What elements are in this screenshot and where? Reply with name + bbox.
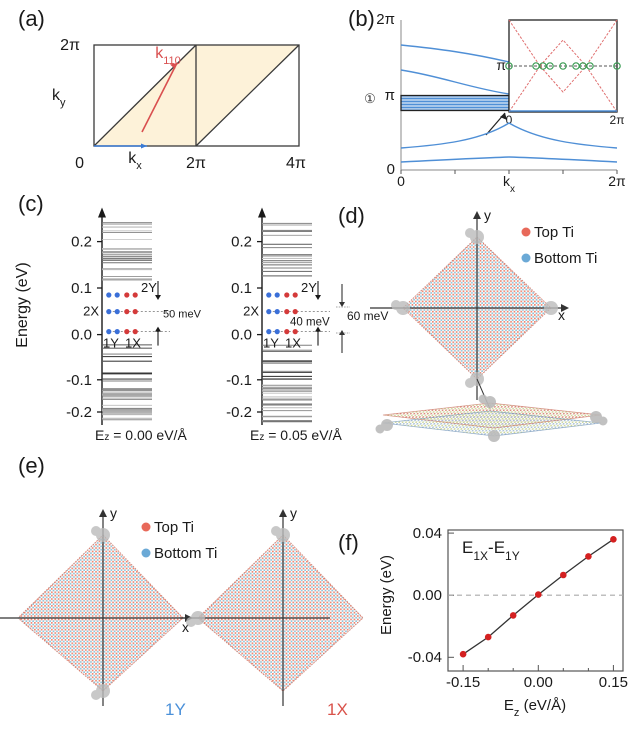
svg-text:2X: 2X bbox=[83, 304, 99, 319]
svg-text:-0.2: -0.2 bbox=[66, 404, 92, 421]
svg-text:0: 0 bbox=[75, 155, 84, 172]
svg-text:0.00: 0.00 bbox=[413, 587, 442, 604]
svg-text:0.2: 0.2 bbox=[71, 234, 92, 251]
svg-text:π: π bbox=[496, 57, 506, 73]
svg-text:-0.04: -0.04 bbox=[408, 649, 442, 666]
svg-text:Bottom Ti: Bottom Ti bbox=[534, 250, 597, 267]
svg-text:2Y: 2Y bbox=[141, 280, 157, 295]
svg-text:y: y bbox=[290, 505, 297, 521]
svg-text:0.15: 0.15 bbox=[599, 674, 628, 691]
svg-text:kx: kx bbox=[128, 150, 142, 172]
svg-text:1Y: 1Y bbox=[103, 336, 119, 351]
svg-text:-0.1: -0.1 bbox=[66, 372, 92, 389]
svg-text:2π: 2π bbox=[610, 113, 625, 127]
svg-text:2π: 2π bbox=[186, 155, 206, 172]
svg-text:y: y bbox=[484, 207, 491, 223]
svg-text:x: x bbox=[558, 307, 565, 323]
svg-text:1Y: 1Y bbox=[263, 336, 279, 351]
svg-text:y: y bbox=[110, 505, 117, 521]
svg-text:Top Ti: Top Ti bbox=[534, 224, 574, 241]
svg-text:2π: 2π bbox=[376, 11, 395, 28]
svg-text:0.2: 0.2 bbox=[231, 234, 252, 251]
svg-text:0.04: 0.04 bbox=[413, 525, 442, 542]
svg-text:1Y: 1Y bbox=[165, 700, 186, 719]
svg-text:π: π bbox=[385, 87, 395, 104]
svg-text:1X: 1X bbox=[125, 336, 141, 351]
svg-text:2π: 2π bbox=[60, 37, 80, 54]
svg-text:0.00: 0.00 bbox=[524, 674, 553, 691]
svg-text:Ez (eV/Å): Ez (eV/Å) bbox=[504, 697, 566, 719]
svg-text:0: 0 bbox=[387, 161, 395, 178]
svg-text:0.0: 0.0 bbox=[71, 327, 92, 344]
svg-text:0.0: 0.0 bbox=[231, 327, 252, 344]
svg-text:-0.1: -0.1 bbox=[226, 372, 252, 389]
svg-text:Bottom Ti: Bottom Ti bbox=[154, 545, 217, 562]
svg-text:①: ① bbox=[364, 91, 376, 106]
svg-text:4π: 4π bbox=[286, 155, 306, 172]
svg-text:2X: 2X bbox=[243, 304, 259, 319]
svg-text:50 meV: 50 meV bbox=[163, 308, 202, 320]
svg-text:Top Ti: Top Ti bbox=[154, 519, 194, 536]
svg-text:0.1: 0.1 bbox=[71, 280, 92, 297]
svg-text:ky: ky bbox=[52, 87, 66, 109]
svg-text:1X: 1X bbox=[285, 336, 301, 351]
svg-text:-0.15: -0.15 bbox=[446, 674, 480, 691]
svg-text:2Y: 2Y bbox=[301, 280, 317, 295]
svg-text:60 meV: 60 meV bbox=[347, 309, 388, 323]
svg-text:0.1: 0.1 bbox=[231, 280, 252, 297]
svg-text:-0.2: -0.2 bbox=[226, 404, 252, 421]
svg-text:k110: k110 bbox=[155, 45, 181, 67]
svg-text:40 meV: 40 meV bbox=[290, 317, 330, 329]
